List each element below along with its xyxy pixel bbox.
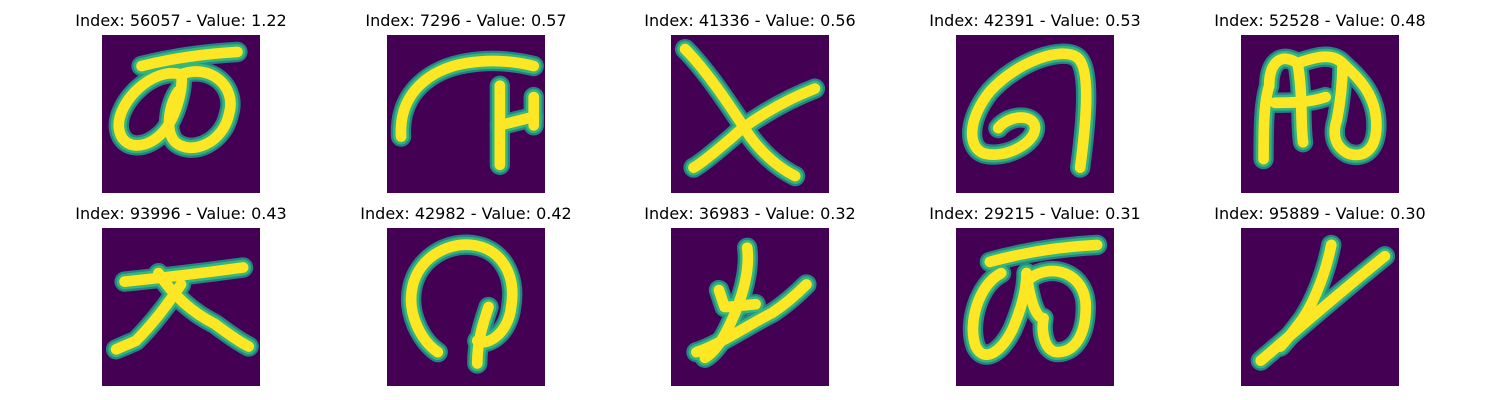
glyph-stroke (1275, 239, 1337, 352)
glyph-stroke (1258, 53, 1303, 165)
glyph-stroke (1255, 250, 1391, 366)
glyph-stroke (494, 111, 540, 131)
glyph-stroke (1021, 267, 1049, 324)
panel-title: Index: 93996 - Value: 0.43 (75, 204, 287, 223)
glyph-stroke (966, 48, 1092, 173)
glyph-stroke (163, 66, 236, 154)
glyph-drawing (401, 234, 523, 374)
glyph-drawing (1250, 234, 1396, 371)
glyph-drawing (674, 38, 826, 187)
glyph-stroke (1023, 265, 1092, 358)
glyph-stroke (688, 83, 821, 173)
glyph-drawing (1253, 46, 1387, 170)
glyph-stroke (984, 239, 1103, 268)
glyph-stroke (967, 267, 1032, 360)
glyph-stroke (699, 242, 754, 364)
panel-image (1241, 35, 1399, 193)
glyph-drawing (962, 234, 1108, 365)
panel-title: Index: 29215 - Value: 0.31 (929, 204, 1141, 223)
panel-image (387, 35, 545, 193)
panel-image (671, 35, 829, 193)
panel-title: Index: 36983 - Value: 0.32 (644, 204, 856, 223)
glyph-stroke (405, 239, 518, 358)
panel-image (102, 35, 260, 193)
glyph-stroke (1292, 51, 1382, 161)
glyph-stroke (119, 262, 249, 287)
panel-title: Index: 42391 - Value: 0.53 (929, 11, 1141, 30)
glyph-stroke (722, 298, 762, 313)
panel-title: Index: 52528 - Value: 0.48 (1214, 11, 1426, 30)
glyph-stroke (136, 46, 243, 72)
glyph-drawing (105, 257, 259, 360)
panel-title: Index: 56057 - Value: 1.22 (75, 11, 287, 30)
panel-title: Index: 7296 - Value: 0.57 (365, 11, 567, 30)
glyph-stroke (395, 55, 540, 142)
glyph-drawing (962, 43, 1097, 178)
panel-image (671, 228, 829, 386)
panel-title: Index: 42982 - Value: 0.42 (360, 204, 572, 223)
glyph-drawing (108, 41, 248, 158)
panel-image (1241, 228, 1399, 386)
panel-title: Index: 95889 - Value: 0.30 (1214, 204, 1426, 223)
panel-image (102, 228, 260, 386)
panel-image (956, 35, 1114, 193)
glyph-drawing (390, 50, 544, 175)
panel-image (956, 228, 1114, 386)
glyph-stroke (471, 301, 494, 369)
glyph-stroke (713, 284, 730, 313)
panel-title: Index: 41336 - Value: 0.56 (644, 11, 856, 30)
glyph-stroke (113, 67, 188, 151)
glyph-stroke (1269, 91, 1332, 109)
panel-image (387, 228, 545, 386)
glyph-stroke (679, 43, 801, 182)
glyph-drawing (686, 237, 817, 368)
glyph-stroke (110, 279, 187, 355)
